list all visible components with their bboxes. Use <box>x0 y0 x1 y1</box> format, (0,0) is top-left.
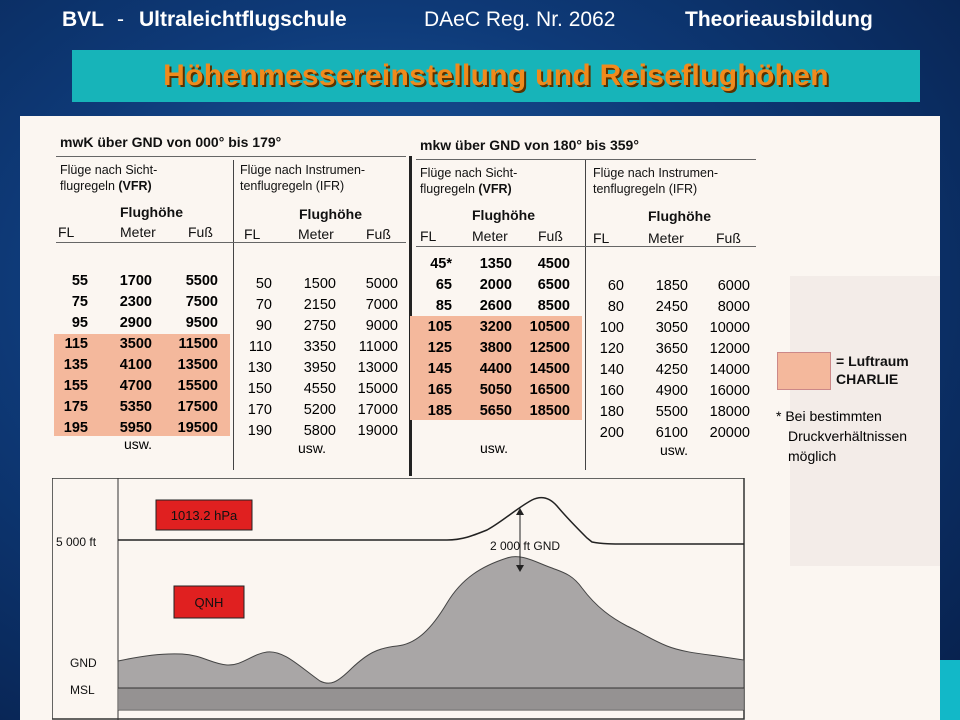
airspace-c-highlight-east <box>54 334 230 436</box>
qnh-label: QNH <box>195 595 224 610</box>
east-vfr-meter-column: 1700 2300 2900 3500 4100 4700 5350 5950 <box>119 273 152 436</box>
east-vfr-feet-column: 5500 7500 9500 11500 13500 15500 17500 19500 <box>177 273 218 436</box>
west-vfr-fl-column: 45* 65 85 105 125 145 165 185 <box>427 256 452 419</box>
pressure-altitude-line <box>118 496 744 545</box>
title-banner: Höhenmessereinstellung und Reiseflughöhe… <box>72 50 920 102</box>
altimeter-diagram: 1013.2 hPa QNH 5 000 ft 2 000 ft GND GND… <box>52 478 745 720</box>
altitude-5000-label: 5 000 ft <box>56 535 97 549</box>
header-course: Theorieausbildung <box>685 8 873 31</box>
vfr-label: Flüge nach Sicht- flugregeln (VFR) <box>60 163 158 193</box>
continuation-note: usw. <box>124 436 153 452</box>
msl-label: MSL <box>70 683 95 697</box>
west-header: mkw über GND von 180° bis 359° <box>420 137 639 153</box>
continuation-note: usw. <box>660 442 689 458</box>
scanned-document: mwK über GND von 000° bis 179° mkw über … <box>20 116 940 720</box>
vfr-label-west: Flüge nach Sicht- flugregeln (VFR) <box>420 166 518 196</box>
std-pressure-label-box <box>155 499 253 531</box>
qnh-label-box <box>173 585 245 619</box>
legend-swatch <box>777 352 831 390</box>
footnote: * Bei bestimmten Druckverhältnissen mögl… <box>776 408 908 464</box>
header-separator: - <box>117 8 124 31</box>
ifr-label-west: Flüge nach Instrumen- tenflugregeln (IFR… <box>593 166 719 196</box>
ifr-label: Flüge nach Instrumen- tenflugregeln (IFR… <box>240 163 366 193</box>
east-vfr-fl-column: 55 75 95 115 135 155 175 195 <box>63 273 88 436</box>
west-ifr-fl-column: 60 80 100 120 140 160 180 200 <box>599 278 624 441</box>
header-school: Ultraleichtflugschule <box>139 8 347 31</box>
airspace-c-highlight-west <box>410 316 582 420</box>
altitude-heading: Flughöhe <box>648 208 711 224</box>
slide-header: BVL - Ultraleichtflugschule DAeC Reg. Nr… <box>0 8 960 38</box>
header-registration: DAeC Reg. Nr. 2062 <box>424 8 616 31</box>
corner-accent-bar <box>940 660 960 720</box>
east-ifr-feet-column: 5000 7000 9000 11000 13000 15000 17000 19000 <box>357 276 398 439</box>
west-ifr-meter-column: 1850 2450 3050 3650 4250 4900 5500 6100 <box>655 278 688 441</box>
std-pressure-label: 1013.2 hPa <box>171 508 238 523</box>
continuation-note: usw. <box>480 440 509 456</box>
east-ifr-fl-column: 50 70 90 110 130 150 170 190 <box>247 276 272 439</box>
continuation-note: usw. <box>298 440 327 456</box>
terrain-profile <box>117 556 745 711</box>
altitude-heading: Flughöhe <box>120 204 183 220</box>
east-ifr-meter-column: 1500 2150 2750 3350 3950 4550 5200 5800 <box>303 276 336 439</box>
page-title: Höhenmessereinstellung und Reiseflughöhe… <box>163 59 829 92</box>
west-vfr-feet-column: 4500 6500 8500 10500 12500 14500 16500 18500 <box>529 256 570 419</box>
west-ifr-feet-column: 6000 8000 10000 12000 14000 16000 18000 20000 <box>709 278 750 441</box>
gnd-label: GND <box>70 656 97 670</box>
altitude-heading: Flughöhe <box>299 206 362 222</box>
altitude-heading: Flughöhe <box>472 207 535 223</box>
legend-text: = Luftraum CHARLIE <box>836 353 909 387</box>
msl-band <box>118 688 744 710</box>
gnd-offset-label: 2 000 ft GND <box>490 539 560 553</box>
header-org: BVL <box>62 8 104 31</box>
west-vfr-meter-column: 1350 2000 2600 3200 3800 4400 5050 5650 <box>479 256 512 419</box>
east-header: mwK über GND von 000° bis 179° <box>60 134 282 150</box>
